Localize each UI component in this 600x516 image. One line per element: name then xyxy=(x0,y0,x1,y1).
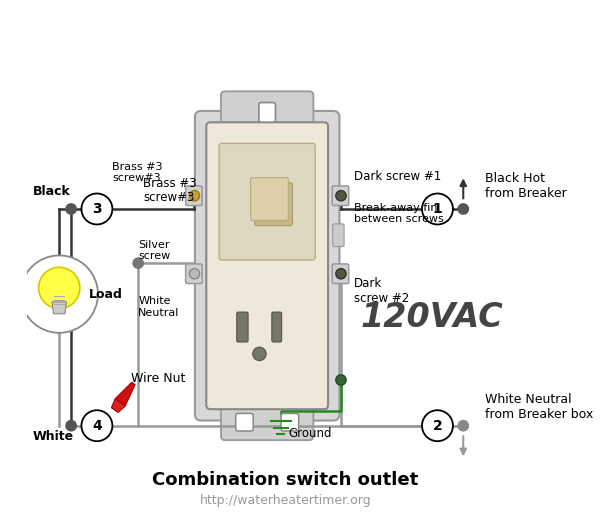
Text: Dark screw #1: Dark screw #1 xyxy=(354,170,441,183)
Text: 2: 2 xyxy=(433,418,442,433)
Text: Combination switch outlet: Combination switch outlet xyxy=(152,471,418,489)
Circle shape xyxy=(66,204,76,214)
Text: screw#3: screw#3 xyxy=(143,191,195,204)
Circle shape xyxy=(336,268,346,279)
Circle shape xyxy=(82,410,112,441)
Text: 120VAC: 120VAC xyxy=(361,301,503,334)
FancyBboxPatch shape xyxy=(185,186,202,205)
Text: Black: Black xyxy=(32,185,70,198)
FancyBboxPatch shape xyxy=(251,178,288,220)
FancyBboxPatch shape xyxy=(259,103,275,122)
FancyBboxPatch shape xyxy=(206,122,328,409)
Circle shape xyxy=(38,267,80,309)
Polygon shape xyxy=(52,302,67,314)
Polygon shape xyxy=(112,399,125,412)
Text: White: White xyxy=(32,430,74,443)
Text: Wire Nut: Wire Nut xyxy=(131,372,186,385)
Text: Load: Load xyxy=(89,288,123,301)
Text: 1: 1 xyxy=(433,202,442,216)
Text: Brass #3
screw#3: Brass #3 screw#3 xyxy=(112,162,163,183)
FancyBboxPatch shape xyxy=(255,183,292,225)
Text: 4: 4 xyxy=(92,418,102,433)
Circle shape xyxy=(66,421,76,431)
Text: Ground: Ground xyxy=(289,427,332,440)
Text: Brass #3: Brass #3 xyxy=(143,176,197,189)
Text: 3: 3 xyxy=(92,202,102,216)
Text: Break-away fin
between screws: Break-away fin between screws xyxy=(354,203,443,224)
FancyBboxPatch shape xyxy=(221,91,313,133)
Circle shape xyxy=(458,421,469,431)
Circle shape xyxy=(253,347,266,361)
FancyBboxPatch shape xyxy=(272,312,281,342)
FancyBboxPatch shape xyxy=(221,398,313,440)
Polygon shape xyxy=(115,382,135,406)
Text: http://waterheatertimer.org: http://waterheatertimer.org xyxy=(199,494,371,507)
FancyBboxPatch shape xyxy=(236,413,253,431)
FancyBboxPatch shape xyxy=(332,264,349,284)
FancyBboxPatch shape xyxy=(281,413,299,431)
Circle shape xyxy=(20,255,98,333)
Text: White Neutral
from Breaker box: White Neutral from Breaker box xyxy=(485,393,593,421)
FancyBboxPatch shape xyxy=(185,264,202,284)
Circle shape xyxy=(422,410,453,441)
Text: Black Hot
from Breaker: Black Hot from Breaker xyxy=(485,172,566,200)
FancyBboxPatch shape xyxy=(333,224,344,247)
Circle shape xyxy=(422,194,453,224)
Circle shape xyxy=(189,190,200,201)
FancyBboxPatch shape xyxy=(237,312,248,342)
Text: White
Neutral: White Neutral xyxy=(138,296,179,317)
Circle shape xyxy=(336,190,346,201)
Circle shape xyxy=(133,258,143,268)
FancyBboxPatch shape xyxy=(332,186,349,205)
Circle shape xyxy=(189,268,200,279)
Circle shape xyxy=(458,204,469,214)
FancyBboxPatch shape xyxy=(195,111,340,421)
Circle shape xyxy=(82,194,112,224)
Circle shape xyxy=(336,375,346,385)
Text: Silver
screw: Silver screw xyxy=(138,240,170,261)
FancyBboxPatch shape xyxy=(219,143,315,260)
Text: Dark
screw #2: Dark screw #2 xyxy=(354,277,409,305)
